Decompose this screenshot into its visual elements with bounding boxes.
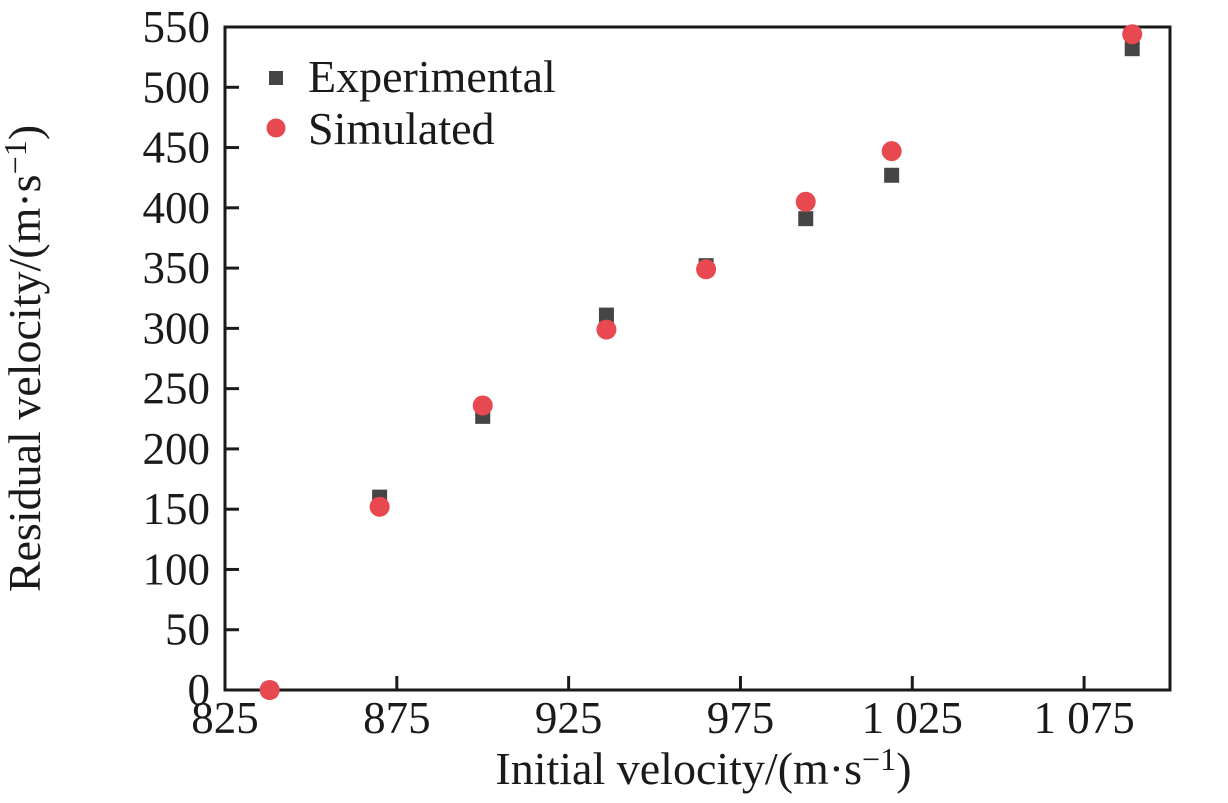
x-tick-label: 1 075 xyxy=(1033,693,1134,743)
y-tick-label: 200 xyxy=(143,424,211,474)
data-point-experimental xyxy=(798,211,814,227)
y-tick-label: 350 xyxy=(143,243,211,293)
y-tick-label: 550 xyxy=(143,2,211,52)
legend-label: Experimental xyxy=(308,51,556,102)
legend-item-simulated: Simulated xyxy=(266,103,495,154)
y-tick-label: 300 xyxy=(143,303,211,353)
data-point-simulated xyxy=(696,259,717,280)
x-tick-label: 1 025 xyxy=(862,693,963,743)
y-tick-label: 250 xyxy=(143,364,211,414)
plot-border xyxy=(223,25,1172,692)
y-tick-label: 150 xyxy=(143,484,211,534)
legend-label: Simulated xyxy=(308,103,495,154)
circle-marker-icon xyxy=(266,118,286,138)
y-tick-label: 100 xyxy=(143,544,211,594)
legend-item-experimental: Experimental xyxy=(269,51,556,102)
y-axis-title: Residual velocity/(m·s−1) xyxy=(0,125,50,592)
data-point-simulated xyxy=(1122,24,1143,45)
data-point-simulated xyxy=(259,680,280,700)
x-tick-label: 875 xyxy=(363,693,431,743)
data-point-simulated xyxy=(369,496,390,517)
data-point-experimental xyxy=(598,307,614,323)
x-tick-label: 925 xyxy=(535,693,603,743)
y-tick-label: 450 xyxy=(143,123,211,173)
y-tick-label: 500 xyxy=(143,62,211,112)
data-point-simulated xyxy=(596,319,617,340)
data-point-simulated xyxy=(472,395,493,416)
data-point-experimental xyxy=(884,167,900,183)
x-tick-label: 975 xyxy=(707,693,775,743)
y-tick-label: 50 xyxy=(165,605,210,655)
data-point-experimental xyxy=(1124,41,1140,57)
data-point-simulated xyxy=(881,141,902,162)
x-axis-title: Initial velocity/(m·s−1) xyxy=(495,741,911,794)
data-point-simulated xyxy=(795,191,816,212)
y-tick-label: 0 xyxy=(188,665,211,715)
x-tick-label: 825 xyxy=(191,693,259,743)
square-marker-icon xyxy=(269,71,283,85)
y-tick-label: 400 xyxy=(143,183,211,233)
